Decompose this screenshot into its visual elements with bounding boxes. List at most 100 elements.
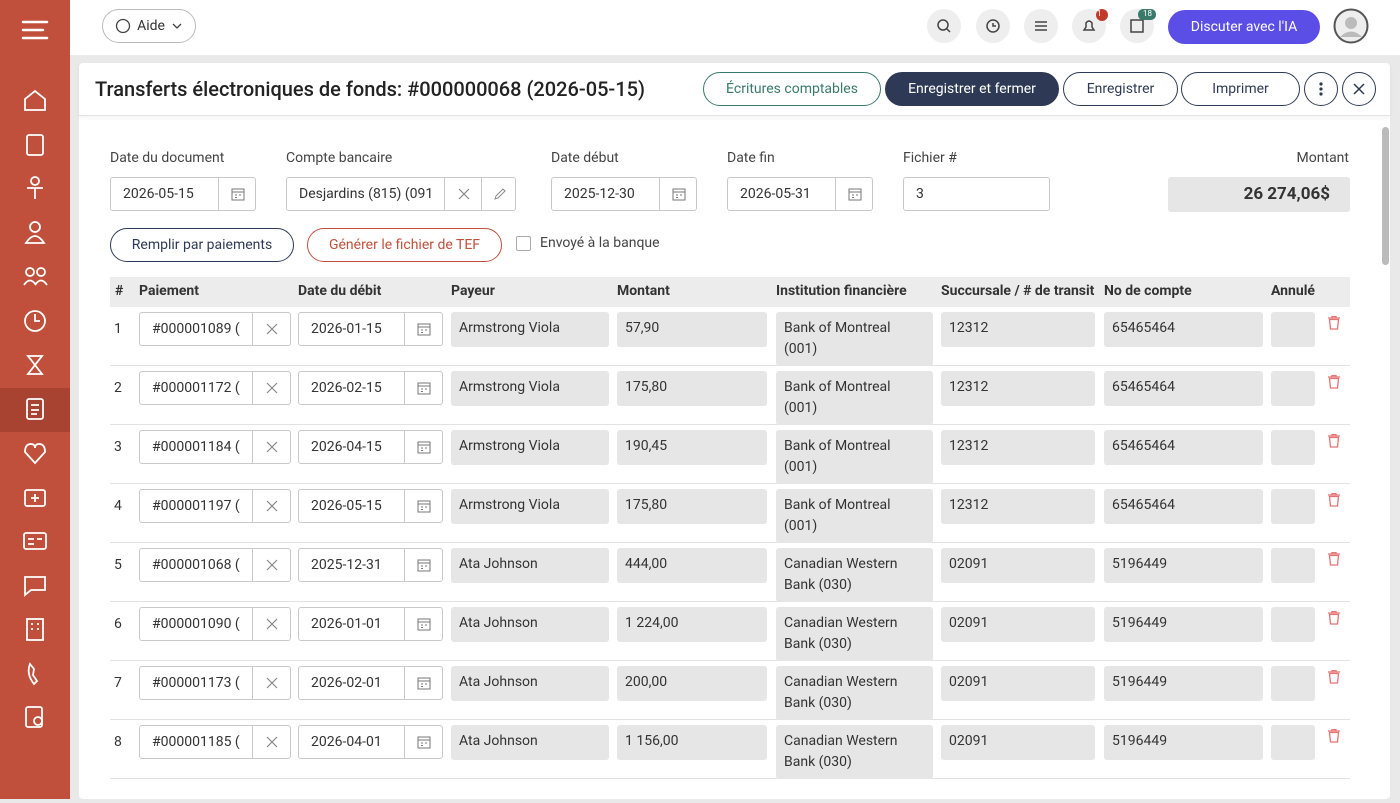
- avatar[interactable]: [1333, 8, 1369, 44]
- table-cell: 175,80: [617, 371, 767, 406]
- date-value: 2026-02-01: [311, 675, 382, 691]
- payment-input[interactable]: #000001185 (: [139, 725, 291, 759]
- icon-box[interactable]: [481, 178, 515, 210]
- icon-box[interactable]: [404, 726, 442, 758]
- icon-box[interactable]: [252, 431, 290, 463]
- icon-box[interactable]: [252, 726, 290, 758]
- ai-button[interactable]: Discuter avec l'IA: [1168, 10, 1320, 44]
- clear-icon: [266, 500, 278, 512]
- cancelled-cell: [1271, 489, 1315, 524]
- close-button[interactable]: [1342, 72, 1376, 106]
- icon-box[interactable]: [252, 372, 290, 404]
- payment-input[interactable]: #000001173 (: [139, 666, 291, 700]
- field-input[interactable]: 2026-05-15: [110, 177, 256, 211]
- generate-button[interactable]: Générer le fichier de TEF: [307, 228, 502, 262]
- payment-input[interactable]: #000001090 (: [139, 607, 291, 641]
- ai-label: Discuter avec l'IA: [1190, 19, 1298, 35]
- date-input[interactable]: 2026-04-15: [298, 430, 443, 464]
- fill-button[interactable]: Remplir par paiements: [110, 228, 294, 262]
- date-input[interactable]: 2026-02-15: [298, 371, 443, 405]
- table-cell: 02091: [941, 725, 1095, 760]
- icon-box[interactable]: [218, 178, 255, 210]
- save-button[interactable]: Enregistrer: [1063, 72, 1178, 106]
- checkbox-label: Envoyé à la banque: [540, 235, 660, 251]
- date-input[interactable]: 2026-05-15: [298, 489, 443, 523]
- row-number: 1: [114, 321, 122, 337]
- icon-box[interactable]: [252, 313, 290, 345]
- accounting-button[interactable]: Écritures comptables: [703, 72, 881, 106]
- date-input[interactable]: 2026-04-01: [298, 725, 443, 759]
- icon-box[interactable]: [404, 431, 442, 463]
- column-header: Date du débit: [298, 283, 382, 299]
- calendar-icon: [417, 323, 431, 336]
- checkbox[interactable]: [516, 236, 531, 251]
- table-cell: Canadian Western Bank (030): [776, 725, 933, 779]
- delete-button[interactable]: [1328, 551, 1340, 566]
- panel-header: Transferts électroniques de fonds: #0000…: [79, 63, 1390, 116]
- delete-button[interactable]: [1328, 315, 1340, 330]
- table-cell: 12312: [941, 371, 1095, 406]
- icon-box[interactable]: [252, 608, 290, 640]
- calendar-icon: [417, 500, 431, 513]
- calendar-badge: 18: [1143, 9, 1152, 18]
- field-input[interactable]: 3: [903, 177, 1050, 211]
- payment-input[interactable]: #000001172 (: [139, 371, 291, 405]
- payment-input[interactable]: #000001184 (: [139, 430, 291, 464]
- save-close-button[interactable]: Enregistrer et fermer: [885, 72, 1059, 106]
- delete-button[interactable]: [1328, 374, 1340, 389]
- row-divider: [110, 365, 1350, 366]
- cancelled-cell: [1271, 371, 1315, 406]
- icon-box[interactable]: [404, 549, 442, 581]
- icon-box[interactable]: [404, 313, 442, 345]
- delete-button[interactable]: [1328, 610, 1340, 625]
- field-input[interactable]: 2026-05-31: [727, 177, 873, 211]
- table-cell: 65465464: [1104, 489, 1263, 524]
- date-input[interactable]: 2026-01-01: [298, 607, 443, 641]
- date-input[interactable]: 2026-01-15: [298, 312, 443, 346]
- row-number: 5: [114, 557, 122, 573]
- page-title: Transferts électroniques de fonds: #0000…: [95, 77, 645, 101]
- table-cell: 02091: [941, 607, 1095, 642]
- table-cell: Armstrong Viola: [451, 430, 609, 465]
- row-number: 4: [114, 498, 122, 514]
- clear-icon: [458, 188, 469, 200]
- date-value: 2025-12-31: [311, 557, 382, 573]
- icon-box[interactable]: [659, 178, 696, 210]
- trash-icon: [1328, 374, 1340, 389]
- delete-button[interactable]: [1328, 492, 1340, 507]
- table-cell: Ata Johnson: [451, 607, 609, 642]
- clear-icon: [266, 677, 278, 689]
- date-value: 2026-04-15: [311, 439, 382, 455]
- icon-box[interactable]: [252, 490, 290, 522]
- payment-input[interactable]: #000001068 (: [139, 548, 291, 582]
- column-header: Annulé: [1271, 283, 1315, 299]
- icon-box[interactable]: [404, 608, 442, 640]
- row-number: 7: [114, 675, 122, 691]
- icon-box[interactable]: [444, 178, 482, 210]
- table-cell: 200,00: [617, 666, 767, 701]
- help-button[interactable]: Aide: [102, 9, 196, 43]
- cancelled-cell: [1271, 430, 1315, 465]
- field-input[interactable]: Desjardins (815) (091: [286, 177, 516, 211]
- icon-box[interactable]: [404, 667, 442, 699]
- more-button[interactable]: [1304, 72, 1338, 106]
- date-input[interactable]: 2025-12-31: [298, 548, 443, 582]
- payment-input[interactable]: #000001089 (: [139, 312, 291, 346]
- delete-button[interactable]: [1328, 728, 1340, 743]
- icon-box[interactable]: [252, 667, 290, 699]
- date-value: 2026-01-15: [311, 321, 382, 337]
- delete-button[interactable]: [1328, 669, 1340, 684]
- payment-input[interactable]: #000001197 (: [139, 489, 291, 523]
- payment-value: #000001172 (: [152, 380, 240, 396]
- chevron: [172, 23, 182, 29]
- date-value: 2026-05-15: [311, 498, 382, 514]
- icon-box[interactable]: [404, 372, 442, 404]
- delete-button[interactable]: [1328, 433, 1340, 448]
- scrollbar[interactable]: [1382, 127, 1389, 265]
- print-button[interactable]: Imprimer: [1181, 72, 1300, 106]
- icon-box[interactable]: [835, 178, 872, 210]
- icon-box[interactable]: [404, 490, 442, 522]
- date-input[interactable]: 2026-02-01: [298, 666, 443, 700]
- icon-box[interactable]: [252, 549, 290, 581]
- field-input[interactable]: 2025-12-30: [551, 177, 697, 211]
